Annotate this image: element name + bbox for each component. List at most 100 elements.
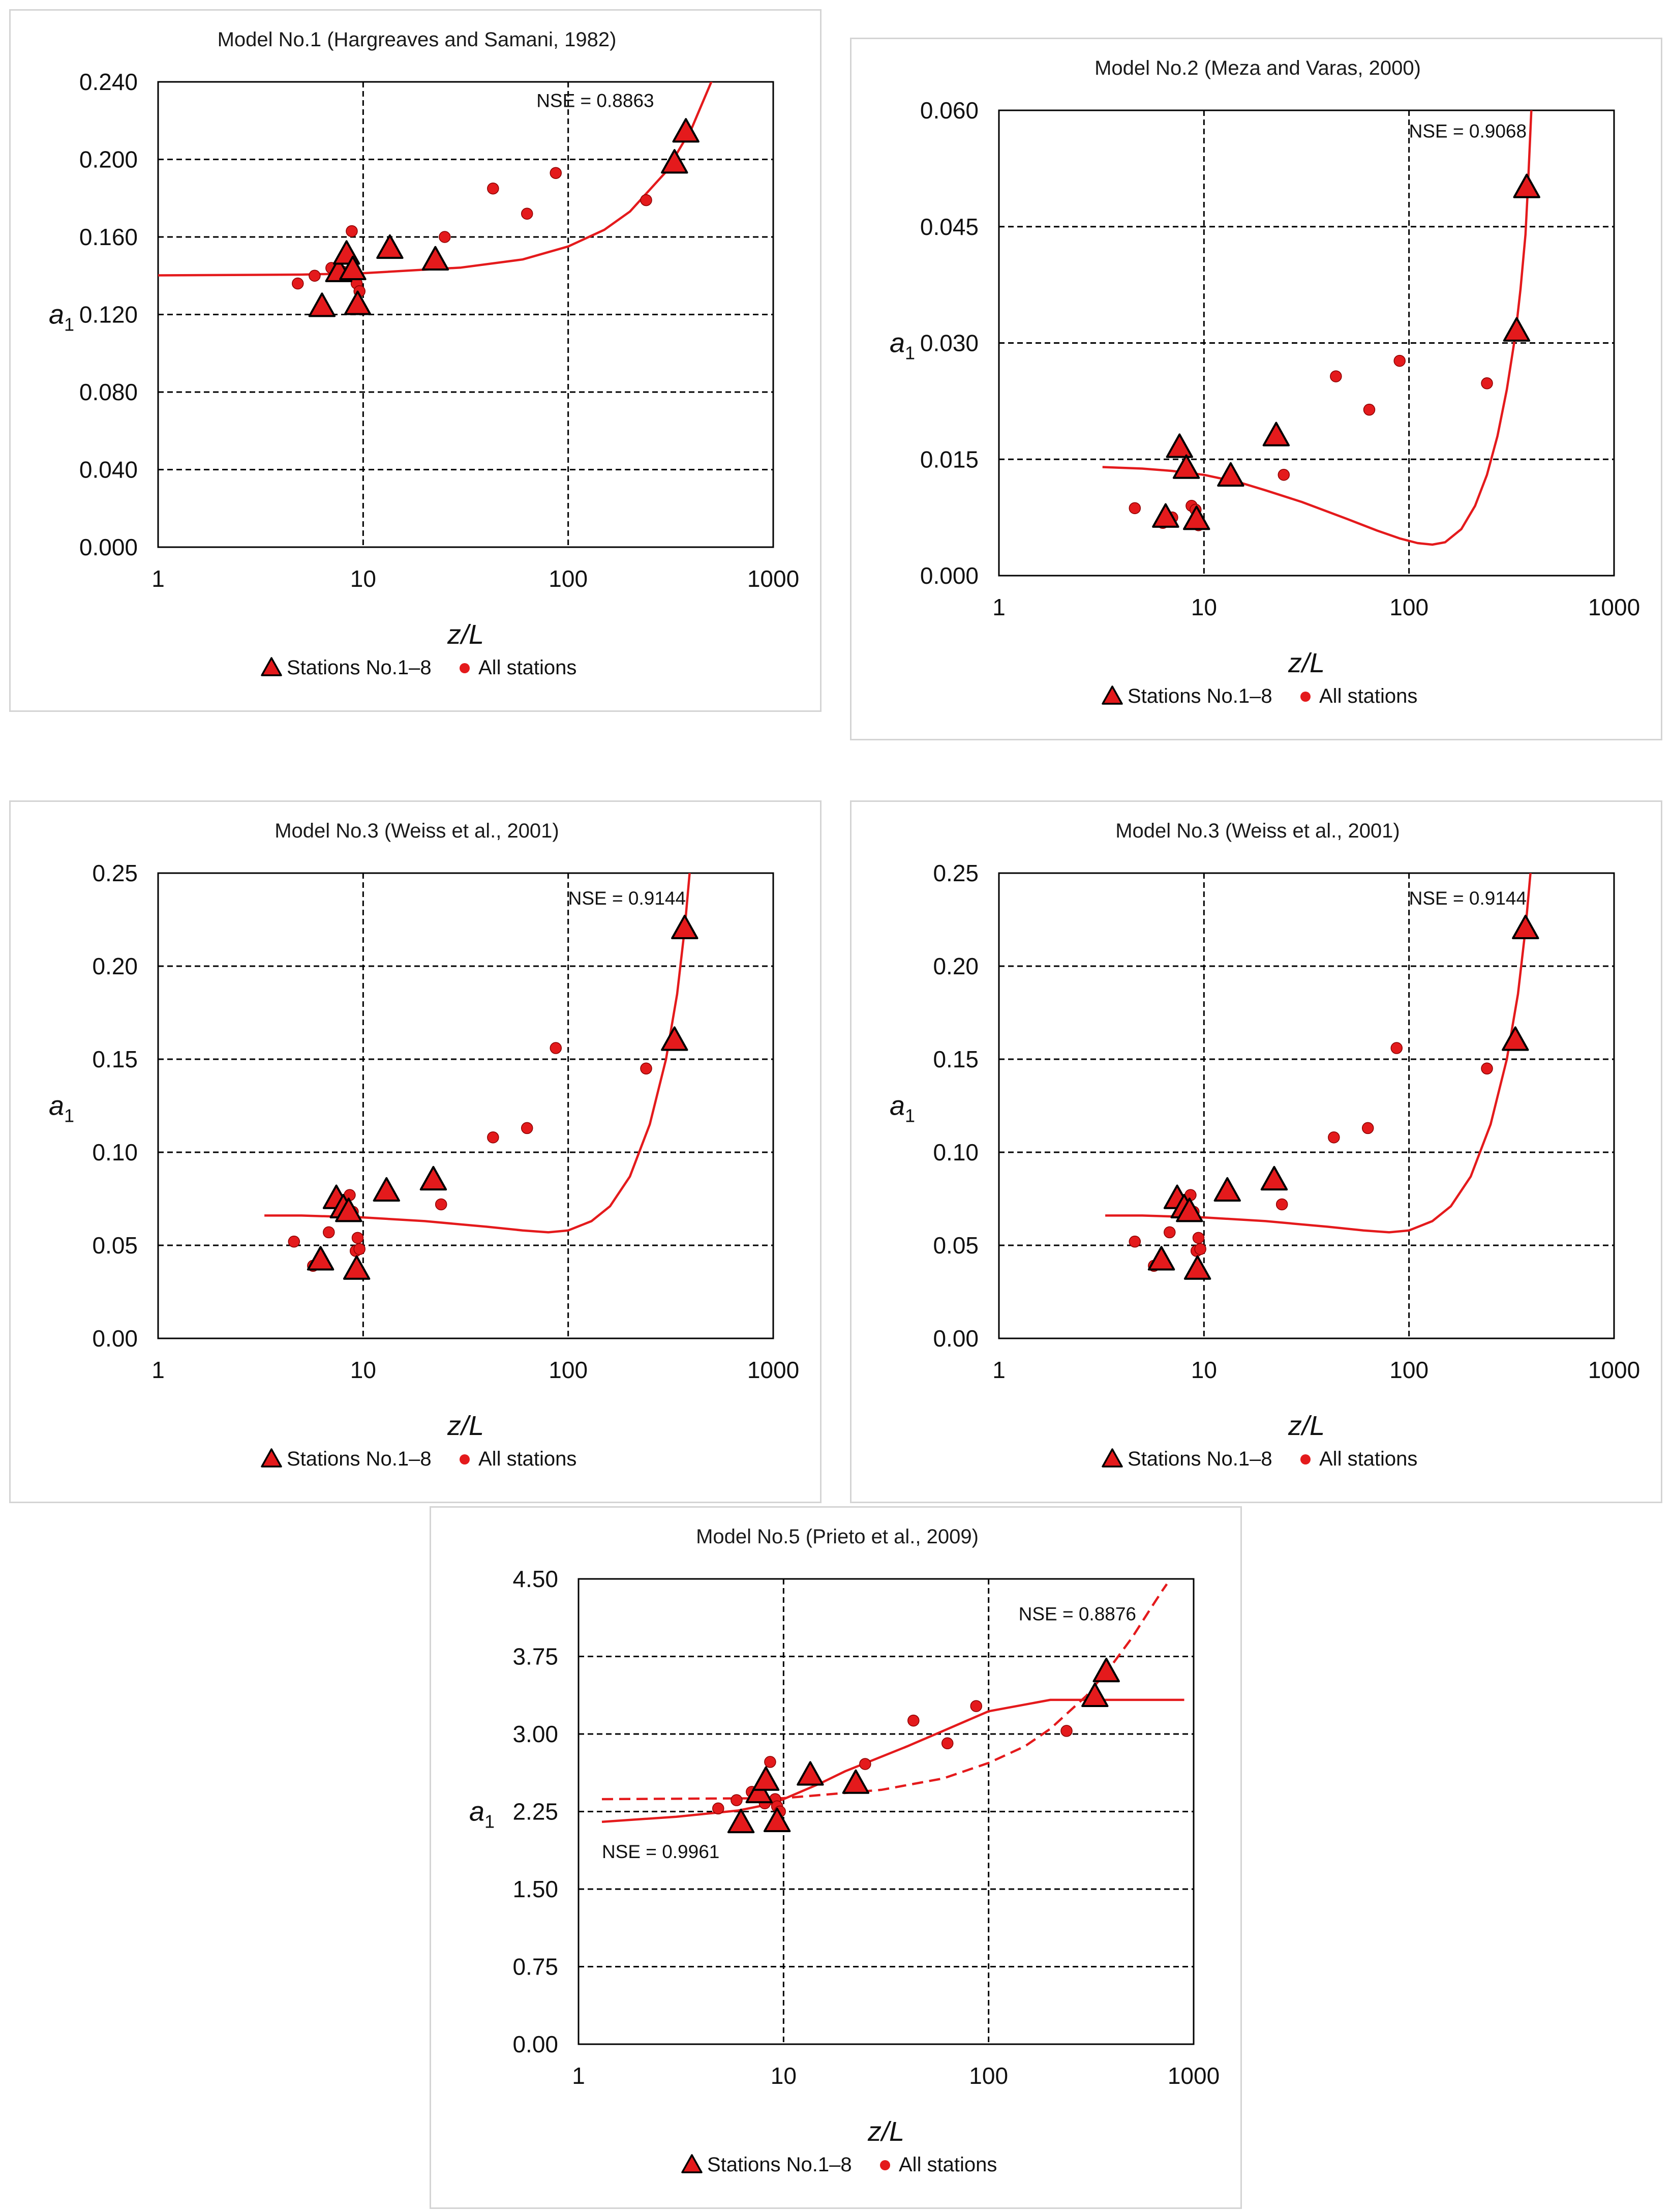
- station-triangle-point: [752, 1766, 780, 1791]
- x-axis-label: z/L: [1288, 1411, 1325, 1441]
- all-stations-point: [351, 1232, 364, 1244]
- x-tick-label: 10: [1191, 1357, 1217, 1383]
- all-stations-point: [346, 225, 358, 237]
- fit-curve: [1105, 873, 1532, 1234]
- all-stations-point: [487, 182, 499, 195]
- y-tick-label: 0.00: [92, 1325, 138, 1352]
- x-tick-label: 1000: [747, 565, 799, 592]
- station-triangle-point: [373, 1177, 400, 1202]
- y-tick-label: 3.75: [512, 1643, 558, 1670]
- legend-circle-icon: [460, 663, 470, 673]
- station-triangle-point: [661, 1026, 688, 1051]
- y-tick-label: 0.25: [933, 860, 979, 886]
- x-tick-label: 1: [151, 565, 165, 592]
- x-tick-label: 1: [992, 1357, 1006, 1383]
- y-tick-label: 0.20: [92, 953, 138, 979]
- legend-circle-icon: [1300, 692, 1311, 702]
- x-tick-label: 1: [151, 1357, 165, 1383]
- all-stations-point: [550, 1042, 562, 1054]
- all-stations-point: [1278, 469, 1290, 481]
- station-triangle-point: [1183, 1255, 1211, 1280]
- y-tick-label: 0.045: [920, 214, 979, 240]
- chart-svg: Model No.3 (Weiss et al., 2001) 0.00 0.05 0…: [890, 820, 1640, 1470]
- y-tick-label: 1.50: [512, 1876, 558, 1902]
- y-tick-label: 0.040: [79, 457, 138, 483]
- all-stations-point: [292, 277, 304, 290]
- station-triangle-point: [344, 290, 372, 315]
- station-triangle-point: [672, 118, 700, 143]
- chart-title: Model No.3 (Weiss et al., 2001): [1115, 820, 1400, 842]
- station-triangle-point: [1176, 1198, 1203, 1222]
- legend-triangle-icon: [681, 2154, 703, 2173]
- legend-all-stations-label: All stations: [478, 1448, 576, 1470]
- station-triangle-point: [1081, 1682, 1109, 1707]
- x-tick-label: 100: [1389, 594, 1428, 620]
- fit-curve: [264, 873, 691, 1234]
- x-tick-label: 100: [549, 1357, 588, 1383]
- legend-circle-icon: [460, 1454, 470, 1464]
- all-stations-point: [1390, 1042, 1403, 1054]
- all-stations-point: [309, 270, 321, 282]
- station-triangle-point: [376, 234, 404, 259]
- station-triangle-point: [1092, 1658, 1120, 1683]
- y-tick-label: 0.000: [79, 534, 138, 560]
- x-tick-label: 100: [549, 565, 588, 592]
- station-triangle-point: [797, 1761, 824, 1786]
- legend-all-stations-label: All stations: [1319, 1448, 1417, 1470]
- y-tick-label: 0.015: [920, 446, 979, 472]
- chart-svg: Model No.3 (Weiss et al., 2001) 0.00 0.05 0…: [49, 820, 799, 1470]
- station-triangle-point: [308, 292, 336, 317]
- chart-title: Model No.5 (Prieto et al., 2009): [696, 1526, 979, 1548]
- y-tick-label: 0.15: [92, 1046, 138, 1072]
- all-stations-point: [487, 1131, 499, 1144]
- y-tick-label: 2.25: [512, 1799, 558, 1825]
- nse-annotation: NSE = 0.9144: [568, 888, 686, 909]
- station-triangle-point: [421, 246, 449, 271]
- all-stations-point: [1361, 1122, 1374, 1134]
- station-triangle-point: [1166, 433, 1193, 458]
- y-tick-label: 0.00: [512, 2031, 558, 2057]
- plot-frame: [998, 109, 1615, 577]
- y-tick-label: 0.15: [933, 1046, 979, 1072]
- plot-frame: [577, 1578, 1195, 2045]
- y-tick-label: 0.20: [933, 953, 979, 979]
- nse-annotation: NSE = 0.8863: [536, 91, 654, 111]
- chart-svg: Model No.5 (Prieto et al., 2009) 0.00 0.75…: [469, 1526, 1220, 2176]
- all-stations-point: [859, 1758, 871, 1770]
- x-tick-label: 1: [572, 2062, 585, 2089]
- y-tick-label: 3.00: [512, 1721, 558, 1747]
- chart-panel-5: Model No.5 (Prieto et al., 2009) 0.00 0.75…: [430, 1506, 1242, 2209]
- y-axis-label: a1: [890, 328, 915, 364]
- fit-curve: [601, 1698, 1184, 1824]
- chart-title: Model No.2 (Meza and Varas, 2000): [1095, 57, 1421, 79]
- chart-title: Model No.3 (Weiss et al., 2001): [275, 820, 559, 842]
- legend-circle-icon: [1300, 1454, 1311, 1464]
- all-stations-point: [1481, 1062, 1493, 1075]
- all-stations-point: [550, 167, 562, 179]
- legend-stations-label: Stations No.1–8: [707, 2154, 852, 2176]
- x-axis-label: z/L: [867, 2116, 904, 2147]
- y-tick-label: 0.10: [92, 1139, 138, 1165]
- legend-stations-label: Stations No.1–8: [287, 1448, 432, 1470]
- chart-title: Model No.1 (Hargreaves and Samani, 1982): [218, 28, 617, 51]
- station-triangle-point: [1262, 422, 1290, 446]
- y-tick-label: 0.00: [933, 1325, 979, 1352]
- station-triangle-point: [1183, 505, 1210, 530]
- y-tick-label: 0.05: [933, 1232, 979, 1259]
- all-stations-point: [1328, 1131, 1340, 1144]
- y-tick-label: 0.05: [92, 1232, 138, 1259]
- fit-curve: [601, 1583, 1168, 1801]
- all-stations-point: [1129, 502, 1141, 515]
- station-triangle-point: [1503, 317, 1531, 342]
- all-stations-point: [640, 194, 652, 206]
- y-tick-label: 0.10: [933, 1139, 979, 1165]
- y-tick-label: 0.060: [920, 97, 979, 124]
- plot-frame: [157, 872, 774, 1339]
- station-triangle-point: [419, 1165, 447, 1191]
- x-tick-label: 100: [1389, 1357, 1428, 1383]
- all-stations-point: [521, 1122, 533, 1134]
- x-axis-label: z/L: [1288, 648, 1325, 678]
- all-stations-point: [353, 1243, 366, 1256]
- legend-all-stations-label: All stations: [899, 2154, 997, 2176]
- all-stations-point: [1330, 370, 1342, 382]
